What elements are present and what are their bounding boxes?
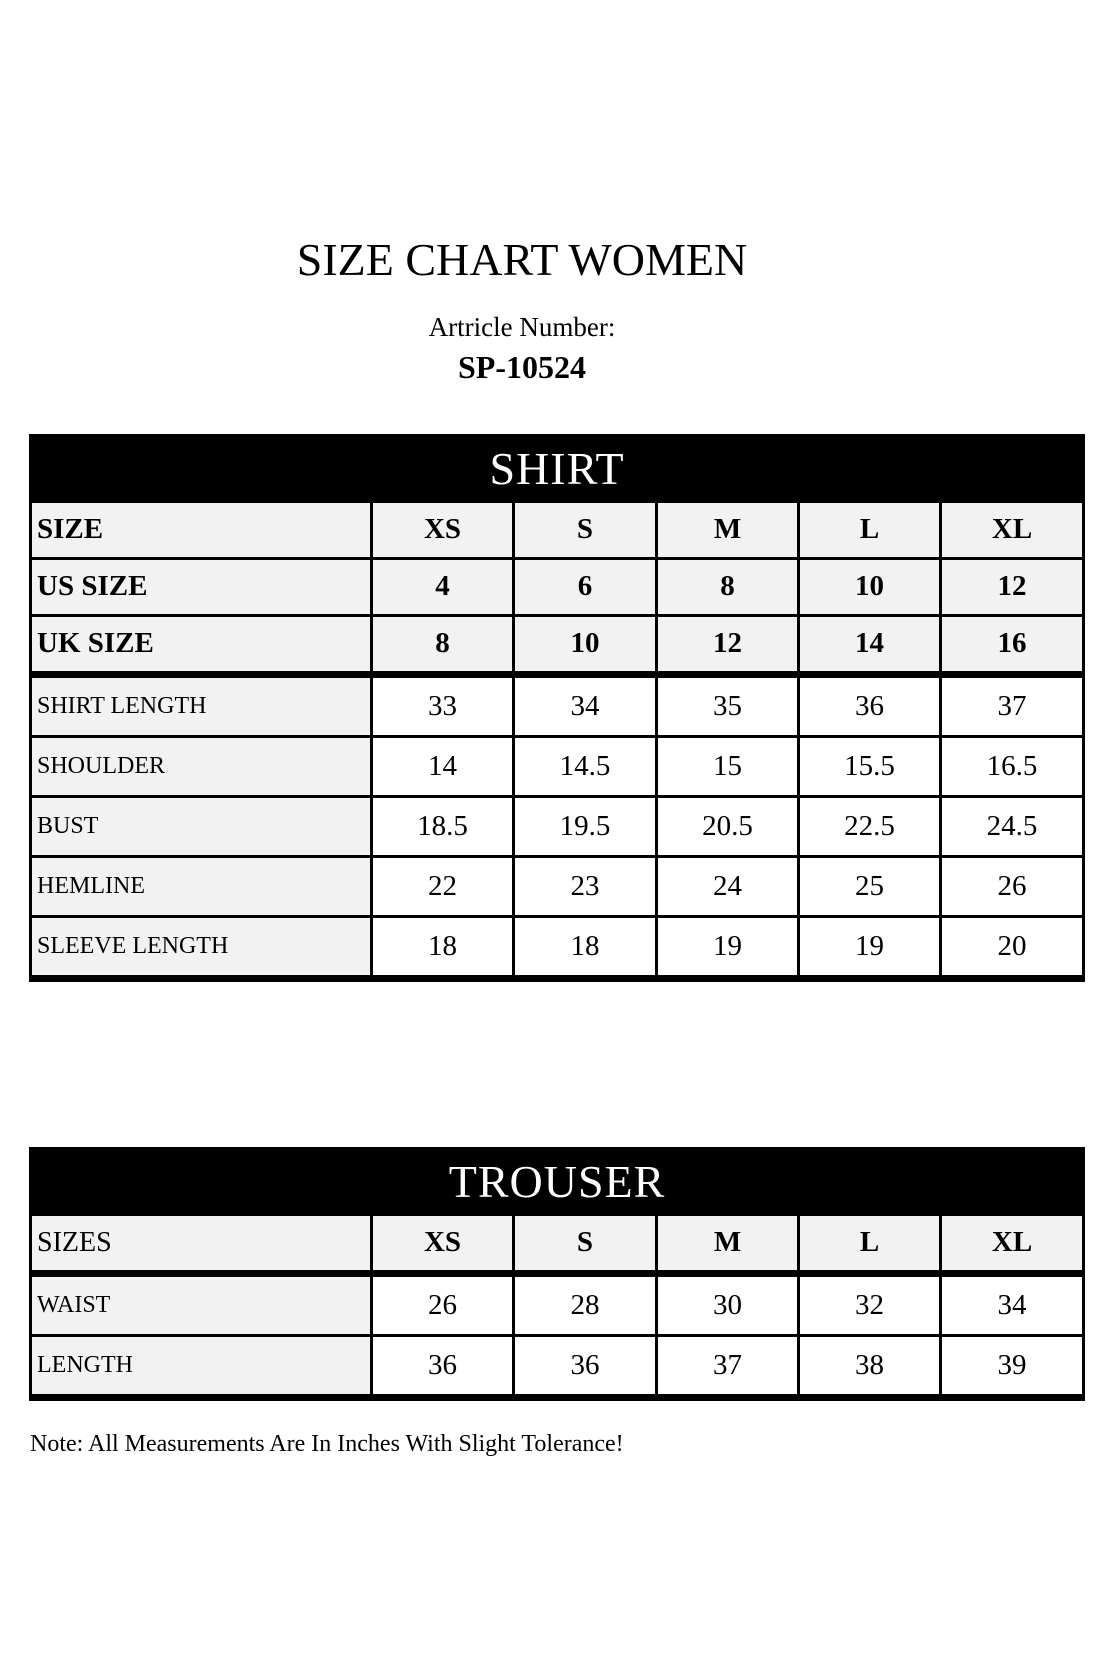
cell-sleeve-m: 19 <box>655 914 800 982</box>
cell-shirt-length-s: 34 <box>512 672 658 738</box>
article-number-value: SP-10524 <box>458 348 586 385</box>
cell-shoulder-xl: 16.5 <box>938 734 1086 798</box>
cell-size-xl: XL <box>938 499 1086 560</box>
row-label: SIZES <box>29 1212 373 1277</box>
cell-sizes-m: M <box>655 1212 800 1277</box>
cell-hemline-xl: 26 <box>938 854 1086 918</box>
cell-sizes-xl: XL <box>938 1212 1086 1277</box>
cell-uk-m: 12 <box>655 613 800 678</box>
cell-shirt-length-l: 36 <box>797 672 942 738</box>
row-sleeve-length: SLEEVE LENGTH 18 18 19 19 20 <box>29 914 1086 982</box>
cell-hemline-s: 23 <box>512 854 658 918</box>
shirt-size-table: SHIRT SIZE XS S M L XL US SIZE 4 6 8 10 … <box>28 433 1086 982</box>
cell-sizes-l: L <box>797 1212 942 1277</box>
cell-bust-xl: 24.5 <box>938 794 1086 858</box>
row-label: HEMLINE <box>29 854 373 918</box>
cell-length-m: 37 <box>655 1333 800 1401</box>
cell-length-s: 36 <box>512 1333 658 1401</box>
row-waist: WAIST 26 28 30 32 34 <box>29 1271 1086 1337</box>
row-uk-size: UK SIZE 8 10 12 14 16 <box>29 613 1086 678</box>
trouser-size-table: TROUSER SIZES XS S M L XL WAIST 26 28 30… <box>28 1146 1086 1401</box>
cell-hemline-m: 24 <box>655 854 800 918</box>
cell-bust-l: 22.5 <box>797 794 942 858</box>
trouser-table-title: TROUSER <box>28 1146 1086 1216</box>
cell-size-xs: XS <box>370 499 515 560</box>
cell-us-l: 10 <box>797 556 942 617</box>
row-bust: BUST 18.5 19.5 20.5 22.5 24.5 <box>29 794 1086 858</box>
cell-shirt-length-xs: 33 <box>370 672 515 738</box>
cell-sleeve-s: 18 <box>512 914 658 982</box>
shirt-table-title-row: SHIRT <box>28 433 1086 503</box>
article-number-label: Artricle Number: <box>428 312 616 343</box>
cell-waist-xs: 26 <box>370 1271 515 1337</box>
row-label: UK SIZE <box>29 613 373 678</box>
cell-shoulder-m: 15 <box>655 734 800 798</box>
cell-shoulder-xs: 14 <box>370 734 515 798</box>
cell-sleeve-xl: 20 <box>938 914 1086 982</box>
cell-length-l: 38 <box>797 1333 942 1401</box>
cell-hemline-xs: 22 <box>370 854 515 918</box>
cell-hemline-l: 25 <box>797 854 942 918</box>
cell-shoulder-s: 14.5 <box>512 734 658 798</box>
row-label: SHIRT LENGTH <box>29 672 373 738</box>
cell-uk-l: 14 <box>797 613 942 678</box>
row-us-size: US SIZE 4 6 8 10 12 <box>29 556 1086 617</box>
cell-size-s: S <box>512 499 658 560</box>
cell-length-xl: 39 <box>938 1333 1086 1401</box>
cell-waist-xl: 34 <box>938 1271 1086 1337</box>
cell-uk-xl: 16 <box>938 613 1086 678</box>
cell-us-m: 8 <box>655 556 800 617</box>
cell-sleeve-l: 19 <box>797 914 942 982</box>
cell-uk-xs: 8 <box>370 613 515 678</box>
row-size: SIZE XS S M L XL <box>29 499 1086 560</box>
cell-bust-m: 20.5 <box>655 794 800 858</box>
document-header: SIZE CHART WOMEN Artricle Number: SP-105… <box>0 0 1044 386</box>
cell-waist-m: 30 <box>655 1271 800 1337</box>
row-label: SIZE <box>29 499 373 560</box>
cell-uk-s: 10 <box>512 613 658 678</box>
cell-us-xs: 4 <box>370 556 515 617</box>
cell-sizes-xs: XS <box>370 1212 515 1277</box>
row-label: SHOULDER <box>29 734 373 798</box>
row-length: LENGTH 36 36 37 38 39 <box>29 1333 1086 1401</box>
row-label: BUST <box>29 794 373 858</box>
cell-bust-xs: 18.5 <box>370 794 515 858</box>
row-hemline: HEMLINE 22 23 24 25 26 <box>29 854 1086 918</box>
cell-bust-s: 19.5 <box>512 794 658 858</box>
cell-sleeve-xs: 18 <box>370 914 515 982</box>
row-label: LENGTH <box>29 1333 373 1401</box>
cell-us-xl: 12 <box>938 556 1086 617</box>
row-shoulder: SHOULDER 14 14.5 15 15.5 16.5 <box>29 734 1086 798</box>
cell-shirt-length-m: 35 <box>655 672 800 738</box>
row-label: US SIZE <box>29 556 373 617</box>
cell-length-xs: 36 <box>370 1333 515 1401</box>
trouser-table-title-row: TROUSER <box>28 1146 1086 1216</box>
row-label: SLEEVE LENGTH <box>29 914 373 982</box>
cell-size-l: L <box>797 499 942 560</box>
cell-size-m: M <box>655 499 800 560</box>
cell-us-s: 6 <box>512 556 658 617</box>
page-title: SIZE CHART WOMEN <box>296 234 748 285</box>
row-sizes: SIZES XS S M L XL <box>29 1212 1086 1277</box>
measurement-note: Note: All Measurements Are In Inches Wit… <box>30 1430 624 1457</box>
cell-waist-l: 32 <box>797 1271 942 1337</box>
cell-shoulder-l: 15.5 <box>797 734 942 798</box>
cell-waist-s: 28 <box>512 1271 658 1337</box>
shirt-table-title: SHIRT <box>28 433 1086 503</box>
cell-sizes-s: S <box>512 1212 658 1277</box>
row-label: WAIST <box>29 1271 373 1337</box>
cell-shirt-length-xl: 37 <box>938 672 1086 738</box>
row-shirt-length: SHIRT LENGTH 33 34 35 36 37 <box>29 672 1086 738</box>
